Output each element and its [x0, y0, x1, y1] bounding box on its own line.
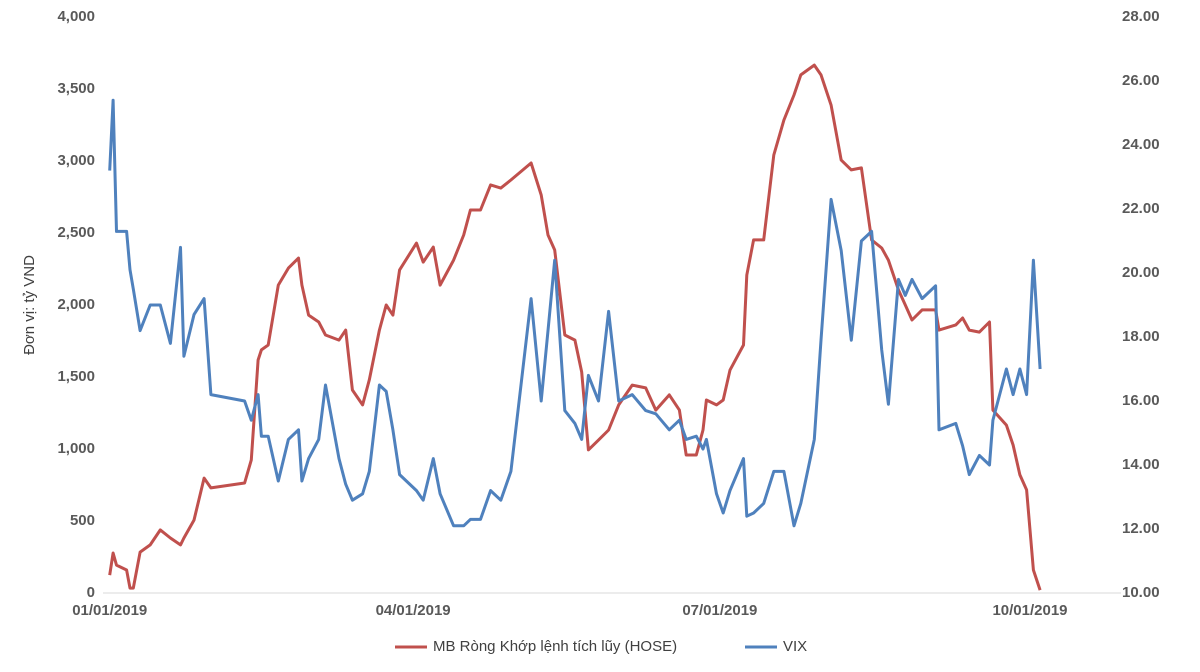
- y2-tick-label: 26.00: [1122, 72, 1160, 89]
- y-tick-label: 1,500: [57, 368, 95, 385]
- y-tick-label: 1,000: [57, 440, 95, 457]
- y-tick-label: 3,500: [57, 80, 95, 97]
- series-line: [108, 98, 1042, 528]
- x-tick-label: 10/01/2019: [992, 602, 1067, 619]
- y-tick-label: 500: [70, 512, 95, 529]
- legend-label: VIX: [783, 638, 807, 655]
- y-axis-label: Đơn vị: tỷ VND: [21, 255, 38, 355]
- y-tick-label: 2,000: [57, 296, 95, 313]
- y-tick-label: 3,000: [57, 152, 95, 169]
- legend: MB Ròng Khớp lệnh tích lũy (HOSE) VIX: [395, 638, 807, 655]
- x-tick-label: 04/01/2019: [376, 602, 451, 619]
- y2-tick-label: 20.00: [1122, 264, 1160, 281]
- y-tick-label: 4,000: [57, 8, 95, 25]
- y2-tick-label: 18.00: [1122, 328, 1160, 345]
- x-tick-label: 07/01/2019: [682, 602, 757, 619]
- y2-tick-label: 22.00: [1122, 200, 1160, 217]
- y-tick-label: 0: [87, 584, 95, 601]
- x-tick-label: 01/01/2019: [72, 602, 147, 619]
- y2-tick-label: 24.00: [1122, 136, 1160, 153]
- legend-label: MB Ròng Khớp lệnh tích lũy (HOSE): [433, 638, 677, 655]
- y2-tick-label: 16.00: [1122, 392, 1160, 409]
- y2-tick-label: 10.00: [1122, 584, 1160, 601]
- y2-tick-label: 12.00: [1122, 520, 1160, 537]
- y2-tick-label: 14.00: [1122, 456, 1160, 473]
- y2-tick-label: 28.00: [1122, 8, 1160, 25]
- series-line: [108, 63, 1042, 591]
- y-tick-label: 2,500: [57, 224, 95, 241]
